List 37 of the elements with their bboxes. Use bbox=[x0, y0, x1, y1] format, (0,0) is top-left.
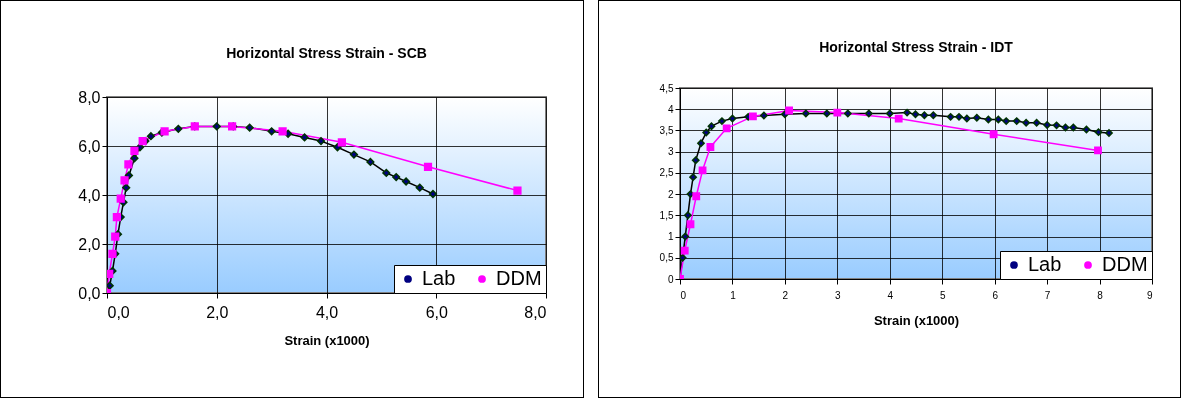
legend-label: DDM bbox=[1102, 253, 1148, 275]
x-axis-title: Strain (x1000) bbox=[873, 312, 960, 328]
x-tick-label: 0 bbox=[680, 289, 687, 301]
chart-title: Horizontal Stress Strain - IDT bbox=[819, 39, 1014, 55]
y-tick-label: 1 bbox=[667, 231, 674, 243]
y-tick-label: 8,0 bbox=[78, 88, 101, 106]
y-tick-label: 6,0 bbox=[78, 137, 101, 155]
x-tick-label: 3 bbox=[835, 289, 842, 301]
y-tick-label: 0,5 bbox=[659, 252, 674, 264]
x-tick-label: 6,0 bbox=[425, 303, 448, 321]
y-tick-label: 4 bbox=[667, 103, 674, 115]
y-tick-label: 4,5 bbox=[659, 82, 674, 94]
x-tick-label: 8 bbox=[1097, 289, 1104, 301]
y-tick-label: 2,0 bbox=[78, 235, 101, 253]
y-tick-label: 3 bbox=[667, 146, 674, 158]
legend-label: Lab bbox=[422, 267, 456, 289]
y-tick-label: 2 bbox=[667, 188, 674, 200]
x-tick-label: 2 bbox=[782, 289, 789, 301]
x-tick-label: 6 bbox=[992, 289, 999, 301]
x-tick-label: 0,0 bbox=[107, 303, 130, 321]
x-axis-title: Strain (x1000) bbox=[284, 332, 370, 348]
x-tick-label: 8,0 bbox=[524, 303, 547, 321]
legend-label: DDM bbox=[496, 267, 542, 289]
x-tick-label: 1 bbox=[730, 289, 737, 301]
y-tick-label: 2,5 bbox=[659, 167, 674, 179]
chart-title: Horizontal Stress Strain - SCB bbox=[226, 45, 427, 61]
x-tick-label: 4 bbox=[887, 289, 894, 301]
x-tick-label: 7 bbox=[1044, 289, 1051, 301]
x-tick-label: 5 bbox=[939, 289, 946, 301]
x-tick-label: 4,0 bbox=[315, 303, 339, 321]
y-tick-label: 1,5 bbox=[659, 209, 674, 221]
x-tick-label: 2,0 bbox=[206, 303, 229, 321]
y-tick-label: 3,5 bbox=[659, 124, 674, 136]
y-tick-label: 4,0 bbox=[78, 186, 101, 204]
x-tick-label: 9 bbox=[1146, 289, 1153, 301]
y-tick-label: 0 bbox=[667, 273, 674, 285]
legend-label: Lab bbox=[1028, 253, 1062, 275]
